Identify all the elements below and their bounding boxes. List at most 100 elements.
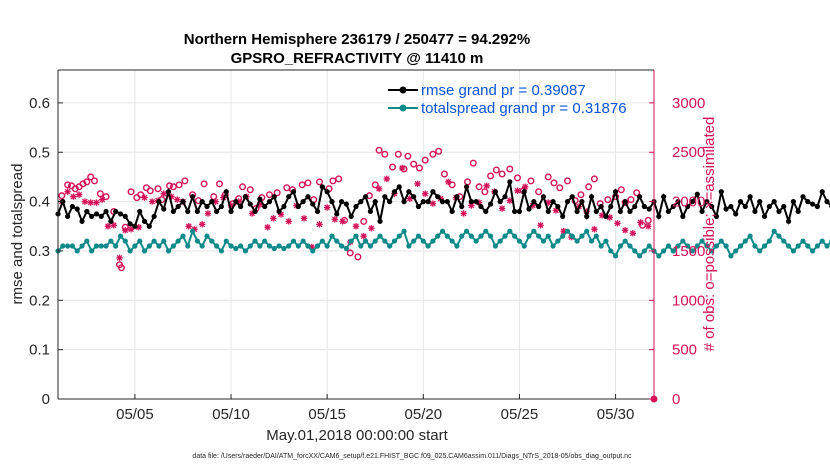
totalspread-point — [718, 238, 724, 244]
y2-tick-label: 500 — [672, 342, 697, 359]
obs-assimilated-point — [204, 210, 212, 217]
obs-assimilated-point — [64, 188, 71, 195]
obs-assimilated-point — [637, 219, 644, 226]
obs-possible-point — [389, 163, 397, 171]
rmse-point — [819, 189, 825, 195]
obs-possible-point — [469, 159, 477, 167]
rmse-point — [420, 199, 426, 205]
rmse-point — [367, 208, 374, 215]
totalspread-point — [334, 238, 340, 244]
obs-possible-point — [604, 196, 612, 204]
rmse-point — [165, 189, 172, 195]
rmse-point — [98, 213, 104, 220]
totalspread-point — [483, 228, 489, 234]
rmse-point — [627, 208, 633, 215]
obs-assimilated-point — [422, 190, 429, 197]
rmse-point — [132, 223, 138, 229]
rmse-point — [185, 208, 191, 215]
rmse-point — [449, 208, 455, 215]
rmse-point — [103, 208, 109, 215]
rmse-point — [579, 199, 585, 205]
obs-assimilated-point — [514, 187, 521, 194]
obs-possible-point — [381, 150, 389, 158]
totalspread-point — [185, 243, 191, 249]
rmse-point — [435, 194, 441, 200]
rmse-point — [257, 196, 263, 202]
rmse-point — [93, 211, 100, 217]
obs-possible-point — [440, 170, 448, 178]
totalspread-point — [824, 243, 830, 249]
rmse-point — [636, 194, 643, 200]
rmse-point — [598, 203, 604, 210]
totalspread-point — [108, 238, 114, 244]
totalspread-point — [247, 243, 253, 249]
x-tick-label: 05/30 — [597, 406, 635, 423]
rmse-point — [800, 194, 806, 200]
totalspread-point — [141, 248, 148, 254]
chart-subtitle: GPSRO_REFRACTIVITY @ 11410 m — [231, 50, 484, 67]
rmse-point — [180, 199, 186, 205]
rmse-point — [603, 213, 609, 220]
totalspread-point — [555, 238, 561, 244]
legend: rmse grand pr = 0.39087 totalspread gran… — [388, 82, 627, 117]
totalspread-point — [439, 228, 446, 234]
totalspread-point — [728, 253, 734, 259]
totalspread-point — [694, 243, 700, 249]
obs-assimilated-point — [110, 222, 117, 229]
totalspread-point — [492, 243, 498, 249]
totalspread-point — [132, 243, 138, 249]
rmse-point — [521, 189, 527, 195]
totalspread-point — [550, 243, 556, 249]
totalspread-point — [665, 243, 672, 249]
y2-tick-label: 2000 — [672, 194, 705, 211]
totalspread-point — [281, 245, 287, 252]
totalspread-point — [579, 233, 585, 239]
totalspread-point — [512, 233, 518, 239]
obs-possible-point — [415, 164, 423, 172]
rmse-point — [502, 194, 508, 200]
obs-assimilated-point — [375, 185, 383, 192]
totalspread-point — [646, 243, 652, 249]
obs-assimilated-point — [331, 216, 339, 223]
rmse-point — [622, 199, 628, 205]
rmse-point — [411, 194, 417, 200]
obs-possible-point — [429, 150, 437, 158]
totalspread-point — [113, 243, 119, 249]
totalspread-point — [151, 238, 157, 244]
rmse-point — [728, 203, 734, 210]
obs-assimilated-point — [468, 202, 475, 209]
obs-possible-point — [375, 146, 383, 154]
obs-possible-point — [200, 180, 208, 188]
totalspread-point — [401, 228, 407, 234]
legend-spread-marker — [399, 104, 407, 112]
totalspread-point — [675, 243, 681, 249]
rmse-point — [252, 208, 258, 215]
rmse-point — [560, 213, 566, 220]
obs-assimilated-point — [75, 191, 83, 198]
rmse-point — [194, 208, 200, 215]
totalspread-point — [785, 243, 792, 249]
obs-assimilated-point — [629, 229, 637, 237]
rmse-point — [646, 206, 652, 212]
totalspread-point — [800, 238, 806, 244]
rmse-point — [247, 201, 253, 207]
totalspread-point — [276, 243, 282, 249]
rmse-point — [396, 184, 402, 190]
totalspread-point — [814, 243, 821, 249]
obs-possible-point — [404, 152, 412, 160]
rmse-point — [295, 203, 301, 210]
totalspread-point — [463, 228, 470, 234]
rmse-point — [122, 213, 128, 220]
obs-possible-point — [492, 166, 500, 174]
rmse-point — [771, 199, 777, 205]
rmse-point — [353, 203, 359, 210]
rmse-point — [305, 194, 311, 200]
rmse-point — [233, 199, 239, 205]
totalspread-point — [117, 233, 124, 239]
obs-assimilated-point — [483, 182, 490, 190]
totalspread-point — [612, 253, 619, 259]
y-tick-label: 0.6 — [29, 95, 50, 112]
obs-possible-point — [304, 179, 312, 187]
rmse-point — [286, 194, 292, 200]
obs-possible-point — [513, 174, 521, 182]
